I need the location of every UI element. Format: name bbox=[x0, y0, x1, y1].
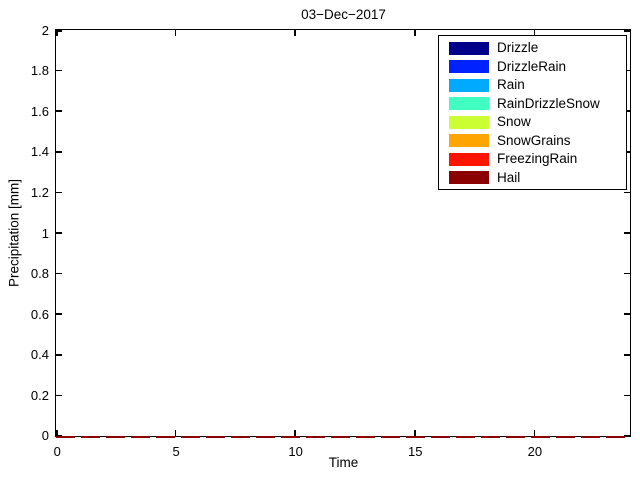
y-tick-mark-right bbox=[624, 434, 630, 436]
legend-item-label: RainDrizzleSnow bbox=[497, 95, 600, 111]
x-tick-label: 0 bbox=[53, 444, 61, 459]
legend-item: FreezingRain bbox=[439, 150, 626, 169]
y-tick-mark-right bbox=[624, 151, 630, 153]
y-tick-mark-right bbox=[624, 354, 630, 356]
y-tick-label: 1.4 bbox=[30, 144, 49, 160]
y-tick-mark-left bbox=[56, 110, 62, 112]
y-tick-mark-left bbox=[56, 354, 62, 356]
x-tick-mark-bottom bbox=[56, 430, 58, 436]
y-tick-label: 1.8 bbox=[30, 63, 49, 79]
x-tick-mark-bottom bbox=[414, 430, 416, 436]
y-tick-mark-left bbox=[56, 313, 62, 315]
x-tick-mark-bottom bbox=[294, 430, 296, 436]
y-tick-mark-right bbox=[624, 30, 630, 32]
legend-color-swatch bbox=[449, 134, 489, 148]
x-tick-mark-top bbox=[414, 30, 416, 36]
x-tick-mark-top bbox=[294, 30, 296, 36]
x-axis-label: Time bbox=[328, 455, 359, 470]
y-tick-label: 2 bbox=[41, 23, 49, 39]
legend-color-swatch bbox=[449, 78, 489, 92]
y-tick-label: 0 bbox=[41, 427, 49, 443]
x-tick-mark-bottom bbox=[533, 430, 536, 436]
legend-color-swatch bbox=[449, 60, 489, 74]
x-tick-mark-top bbox=[174, 30, 177, 36]
y-tick-label: 1.6 bbox=[30, 103, 49, 119]
y-tick-label: 0.4 bbox=[30, 347, 49, 363]
y-tick-mark-left bbox=[56, 394, 62, 397]
y-tick-label: 1 bbox=[41, 225, 49, 241]
y-tick-mark-right bbox=[624, 110, 630, 112]
x-tick-label: 20 bbox=[527, 444, 543, 459]
y-tick-mark-right bbox=[624, 313, 630, 315]
plot-area: Drizzle DrizzleRain Rain RainDrizzleSnow Sno… bbox=[55, 29, 631, 438]
y-tick-mark-right bbox=[624, 232, 630, 234]
y-tick-mark-right bbox=[624, 69, 630, 72]
legend-item: RainDrizzleSnow bbox=[439, 95, 626, 114]
legend-item: DrizzleRain bbox=[439, 58, 626, 77]
x-tick-label: 5 bbox=[172, 444, 180, 459]
legend-item: SnowGrains bbox=[439, 132, 626, 151]
legend-item-label: Rain bbox=[497, 77, 525, 93]
x-tick-mark-bottom bbox=[174, 430, 177, 436]
legend-item-label: DrizzleRain bbox=[497, 58, 567, 74]
x-tick-label: 10 bbox=[288, 444, 303, 459]
y-tick-mark-right bbox=[624, 272, 630, 275]
legend-item-label: FreezingRain bbox=[497, 151, 578, 167]
legend-item: Rain bbox=[439, 76, 626, 95]
legend-color-swatch bbox=[449, 115, 489, 129]
legend-item-label: SnowGrains bbox=[497, 132, 571, 148]
legend: Drizzle DrizzleRain Rain RainDrizzleSnow Sno… bbox=[438, 35, 627, 190]
y-tick-mark-left bbox=[56, 434, 62, 436]
y-tick-label: 1.2 bbox=[30, 184, 49, 200]
x-tick-mark-top bbox=[56, 30, 58, 36]
y-tick-mark-right bbox=[624, 394, 630, 397]
x-tick-label: 15 bbox=[408, 444, 423, 459]
y-tick-mark-right bbox=[624, 191, 630, 194]
legend-color-swatch bbox=[449, 152, 489, 166]
legend-item-label: Hail bbox=[497, 169, 521, 185]
legend-item-label: Drizzle bbox=[497, 40, 539, 56]
legend-item: Hail bbox=[439, 169, 626, 188]
y-tick-mark-left bbox=[56, 232, 62, 234]
y-tick-mark-left bbox=[56, 30, 62, 32]
zero-data-line bbox=[56, 436, 630, 438]
y-tick-mark-left bbox=[56, 191, 62, 194]
legend-color-swatch bbox=[449, 97, 489, 111]
y-tick-mark-left bbox=[56, 151, 62, 153]
y-tick-label: 0.8 bbox=[30, 266, 49, 282]
y-tick-label: 0.6 bbox=[30, 306, 49, 322]
legend-color-swatch bbox=[449, 171, 489, 185]
y-tick-mark-left bbox=[56, 69, 62, 72]
x-tick-mark-top bbox=[533, 30, 536, 36]
legend-item: Drizzle bbox=[439, 39, 626, 58]
legend-color-swatch bbox=[449, 41, 489, 55]
legend-item: Snow bbox=[439, 113, 626, 132]
y-tick-mark-left bbox=[56, 272, 62, 275]
legend-item-label: Snow bbox=[497, 114, 531, 130]
y-tick-label: 0.2 bbox=[30, 387, 49, 403]
chart-title: 03−Dec−2017 bbox=[301, 7, 386, 22]
